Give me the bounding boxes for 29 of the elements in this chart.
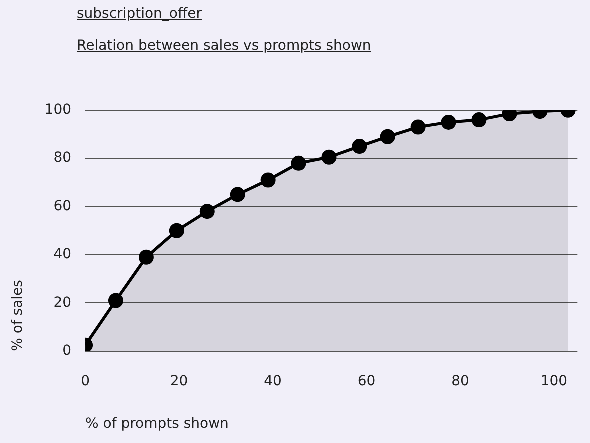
point <box>200 204 215 220</box>
y-tick-label: 20 <box>54 294 72 311</box>
y-tick-label: 80 <box>54 150 72 166</box>
point <box>380 129 396 144</box>
y-tick-label: 40 <box>54 246 72 263</box>
chart-title: subscription_offer <box>77 6 202 22</box>
point <box>441 114 456 130</box>
chart-subtitle: Relation between sales vs prompts shown <box>77 38 372 54</box>
x-axis-title: % of prompts shown <box>86 416 229 432</box>
point <box>138 250 154 265</box>
y-tick-label: 0 <box>62 343 72 360</box>
point <box>291 156 306 171</box>
point <box>169 223 184 238</box>
x-tick-label: 60 <box>358 373 376 390</box>
point <box>260 172 276 188</box>
point <box>352 139 368 154</box>
point <box>108 293 124 308</box>
point <box>230 187 246 202</box>
x-tick-label: 20 <box>170 373 188 390</box>
point <box>410 120 426 135</box>
x-tick-label: 40 <box>264 373 282 390</box>
x-tick-label: 80 <box>452 373 470 390</box>
y-tick-label: 60 <box>54 198 72 214</box>
x-tick-label: 0 <box>81 373 90 390</box>
point <box>472 112 487 128</box>
y-tick-label: 100 <box>44 102 72 118</box>
point <box>322 150 337 165</box>
x-tick-label: 100 <box>540 373 568 390</box>
y-axis-title: % of sales <box>10 280 26 352</box>
